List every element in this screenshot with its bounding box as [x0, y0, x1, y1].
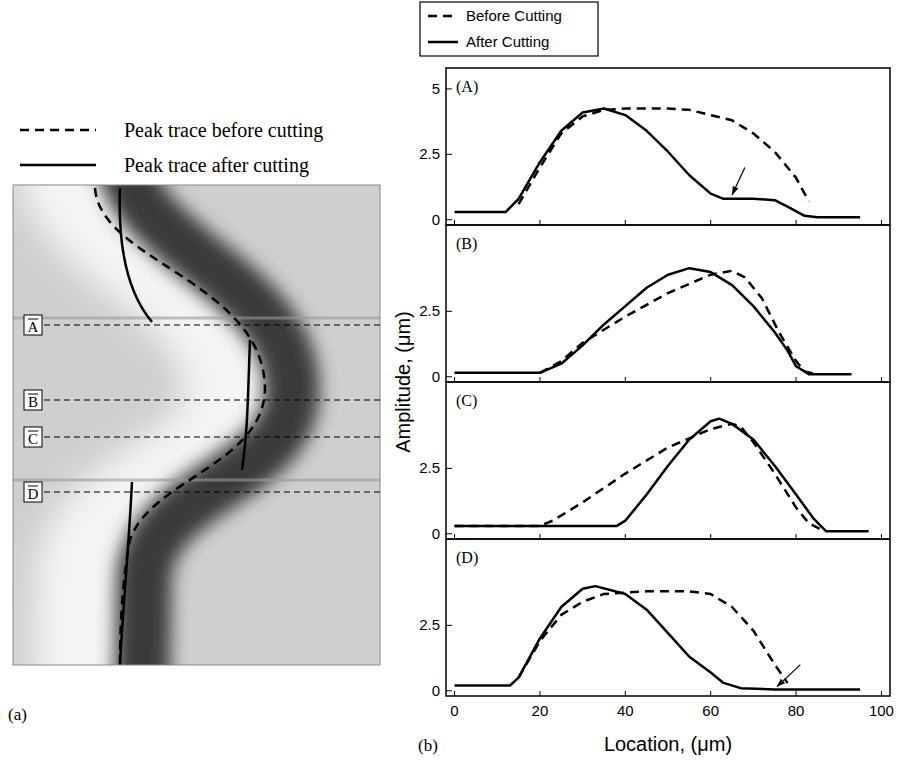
panel-title: (B): [456, 235, 477, 253]
x-tick-label: 0: [450, 702, 458, 719]
y-tick: [446, 468, 452, 469]
y-tick: [446, 690, 452, 691]
series-group: [455, 419, 869, 532]
y-tick-label: 2.5: [419, 145, 440, 162]
micrograph: [13, 185, 380, 665]
scratch: [13, 479, 380, 482]
x-tick-label: 60: [702, 702, 719, 719]
panel-title: (A): [456, 78, 478, 96]
section-line: [44, 324, 380, 325]
series-line: [519, 591, 788, 683]
trace-after: [120, 482, 132, 665]
plot-frame: [446, 382, 890, 539]
legend-line: [428, 15, 458, 18]
section-label: A: [28, 319, 39, 335]
section-box: [24, 427, 42, 447]
y-tick: [446, 376, 452, 377]
panel-label: (b): [418, 736, 438, 755]
y-tick-label: 2.5: [419, 459, 440, 476]
section-box: [24, 482, 42, 502]
x-tick-label: 40: [617, 702, 634, 719]
series-group: [455, 268, 852, 374]
arrow-head: [732, 186, 738, 195]
panel-label: (a): [8, 705, 27, 724]
x-tick-label: 80: [788, 702, 805, 719]
section-line: [44, 399, 380, 400]
legend-line: [20, 164, 96, 167]
x-axis-title: Location, (μm): [604, 733, 732, 755]
series-line: [455, 586, 861, 689]
y-tick-label: 0: [432, 211, 440, 228]
series-line: [540, 271, 818, 374]
series-line: [519, 109, 809, 205]
series-group: [455, 109, 861, 218]
legend-line: [20, 129, 96, 132]
figure: Peak trace before cutting Peak trace afte…: [0, 0, 904, 781]
series-group: [455, 586, 861, 689]
plot-frame: [446, 225, 890, 382]
legend-text: Peak trace before cutting: [124, 119, 323, 142]
y-tick-label: 5: [432, 80, 440, 97]
section-line: [44, 436, 380, 437]
legend-text: Peak trace after cutting: [124, 154, 309, 177]
image-frame: [13, 185, 380, 665]
panel-title: (D): [456, 549, 478, 567]
y-tick-label: 0: [432, 682, 440, 699]
arrow-shaft: [732, 167, 745, 194]
x-tick-label: 20: [532, 702, 549, 719]
legend-box: [420, 2, 598, 56]
legend-line: [428, 41, 458, 44]
section-label: D: [28, 486, 39, 502]
plot-panel: 0 2.5 (C): [419, 382, 890, 542]
dark-band: [122, 185, 292, 665]
section-label: B: [28, 394, 38, 410]
scratch: [13, 317, 380, 320]
series-line: [455, 268, 852, 374]
panel-title: (C): [456, 392, 477, 410]
y-axis-title: Amplitude, (μm): [392, 311, 414, 453]
legend-text: Before Cutting: [466, 7, 562, 24]
y-tick: [446, 219, 452, 220]
plot-panel: 0 2.5 5 (A): [419, 68, 890, 228]
plot-panel: 0 2.5 0 20 40 60 80 100 (D): [419, 539, 894, 719]
x-tick-label: 100: [869, 702, 894, 719]
y-tick: [446, 311, 452, 312]
trace-after: [242, 340, 250, 470]
plot-panel: 0 2.5 (B): [419, 225, 890, 385]
y-tick: [446, 154, 452, 155]
y-tick: [446, 625, 452, 626]
arrow-shaft: [777, 665, 800, 687]
section-box: [24, 390, 42, 410]
legend: Before Cutting After Cutting: [420, 2, 598, 56]
section-line: [44, 491, 380, 492]
plot-frame: [446, 68, 890, 225]
plot-frame: [446, 539, 890, 696]
series-line: [455, 424, 822, 530]
legend-text: After Cutting: [466, 33, 549, 50]
trace-after: [120, 188, 152, 322]
section-box: [24, 315, 42, 335]
y-tick: [446, 88, 452, 89]
series-line: [455, 419, 869, 532]
y-tick-label: 2.5: [419, 616, 440, 633]
y-tick-label: 0: [432, 368, 440, 385]
y-tick: [446, 533, 452, 534]
y-tick-label: 2.5: [419, 302, 440, 319]
y-tick-label: 0: [432, 525, 440, 542]
section-label: C: [28, 431, 38, 447]
series-line: [455, 109, 861, 218]
trace-before: [95, 188, 265, 665]
arrow-head: [777, 679, 785, 687]
